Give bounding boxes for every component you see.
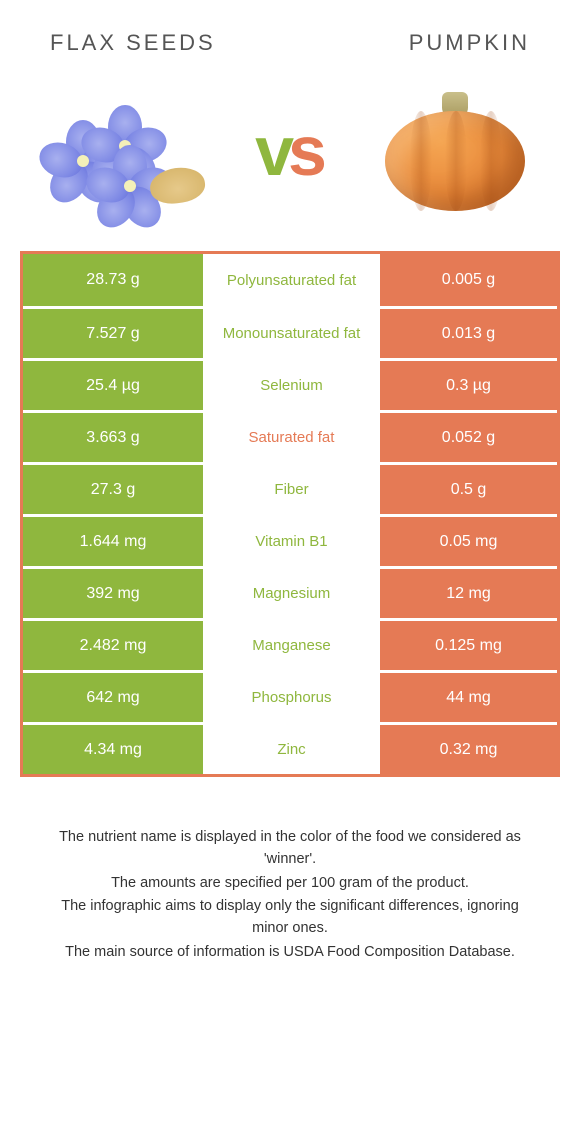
table-row: 392 mgMagnesium12 mg [23, 566, 557, 618]
right-value: 44 mg [377, 673, 557, 722]
right-value: 0.052 g [377, 413, 557, 462]
table-row: 7.527 gMonounsaturated fat0.013 g [23, 306, 557, 358]
table-row: 642 mgPhosphorus44 mg [23, 670, 557, 722]
left-value: 28.73 g [23, 254, 203, 306]
vs-v: v [255, 111, 292, 191]
left-value: 1.644 mg [23, 517, 203, 566]
table-row: 27.3 gFiber0.5 g [23, 462, 557, 514]
nutrient-label: Monounsaturated fat [203, 309, 377, 358]
footnote-line: The amounts are specified per 100 gram o… [45, 873, 535, 895]
right-value: 12 mg [377, 569, 557, 618]
right-value: 0.125 mg [377, 621, 557, 670]
left-value: 4.34 mg [23, 725, 203, 774]
images-row: v s [20, 81, 560, 251]
footnote-line: The main source of information is USDA F… [45, 942, 535, 964]
right-value: 0.5 g [377, 465, 557, 514]
pumpkin-image [370, 81, 540, 221]
flax-seeds-image [40, 81, 210, 221]
table-row: 4.34 mgZinc0.32 mg [23, 722, 557, 774]
left-value: 27.3 g [23, 465, 203, 514]
nutrient-label: Selenium [203, 361, 377, 410]
footnotes: The nutrient name is displayed in the co… [20, 777, 560, 964]
left-value: 7.527 g [23, 309, 203, 358]
table-row: 2.482 mgManganese0.125 mg [23, 618, 557, 670]
nutrient-label: Magnesium [203, 569, 377, 618]
nutrient-label: Zinc [203, 725, 377, 774]
left-value: 642 mg [23, 673, 203, 722]
left-value: 25.4 µg [23, 361, 203, 410]
vs-label: v s [255, 111, 325, 191]
vs-s: s [288, 111, 325, 191]
right-value: 0.05 mg [377, 517, 557, 566]
right-value: 0.32 mg [377, 725, 557, 774]
table-row: 1.644 mgVitamin B10.05 mg [23, 514, 557, 566]
table-row: 25.4 µgSelenium0.3 µg [23, 358, 557, 410]
nutrient-label: Manganese [203, 621, 377, 670]
left-food-title: flax seeds [50, 30, 216, 56]
right-food-title: pumpkin [409, 30, 530, 56]
footnote-line: The infographic aims to display only the… [45, 896, 535, 940]
comparison-table: 28.73 gPolyunsaturated fat0.005 g7.527 g… [20, 251, 560, 777]
titles-row: flax seeds pumpkin [20, 30, 560, 81]
table-row: 3.663 gSaturated fat0.052 g [23, 410, 557, 462]
right-value: 0.005 g [377, 254, 557, 306]
nutrient-label: Saturated fat [203, 413, 377, 462]
left-value: 3.663 g [23, 413, 203, 462]
nutrient-label: Phosphorus [203, 673, 377, 722]
right-value: 0.3 µg [377, 361, 557, 410]
nutrient-label: Fiber [203, 465, 377, 514]
left-value: 2.482 mg [23, 621, 203, 670]
nutrient-label: Vitamin B1 [203, 517, 377, 566]
left-value: 392 mg [23, 569, 203, 618]
nutrient-label: Polyunsaturated fat [203, 254, 377, 306]
table-row: 28.73 gPolyunsaturated fat0.005 g [23, 254, 557, 306]
right-value: 0.013 g [377, 309, 557, 358]
footnote-line: The nutrient name is displayed in the co… [45, 827, 535, 871]
